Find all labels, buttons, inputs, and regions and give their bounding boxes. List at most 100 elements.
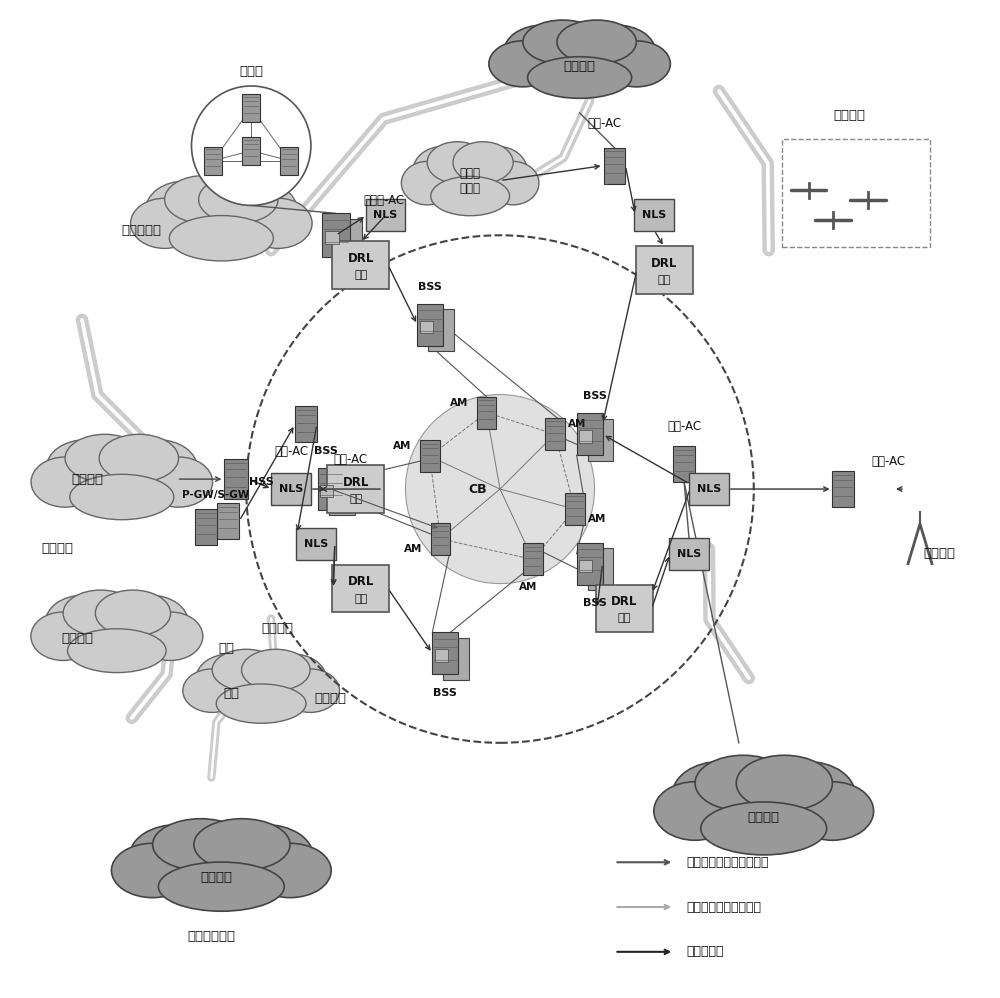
- Ellipse shape: [158, 862, 284, 911]
- Ellipse shape: [413, 147, 473, 196]
- FancyBboxPatch shape: [322, 214, 350, 257]
- Text: HSS: HSS: [249, 477, 274, 487]
- Ellipse shape: [281, 669, 339, 713]
- Ellipse shape: [212, 650, 281, 691]
- Ellipse shape: [258, 654, 326, 704]
- Text: NLS: NLS: [697, 484, 721, 494]
- FancyBboxPatch shape: [420, 320, 433, 333]
- Ellipse shape: [169, 216, 273, 260]
- Ellipse shape: [146, 181, 225, 239]
- Text: NLS: NLS: [279, 484, 303, 494]
- Ellipse shape: [46, 440, 126, 497]
- FancyBboxPatch shape: [832, 471, 854, 507]
- Text: BSS: BSS: [433, 688, 457, 698]
- Text: AM: AM: [588, 514, 606, 524]
- Ellipse shape: [130, 824, 226, 886]
- Ellipse shape: [113, 595, 188, 651]
- Text: 模型: 模型: [618, 614, 631, 624]
- FancyBboxPatch shape: [271, 473, 311, 505]
- Ellipse shape: [68, 629, 166, 673]
- Text: 控制器: 控制器: [239, 65, 263, 78]
- Ellipse shape: [31, 612, 95, 661]
- FancyBboxPatch shape: [669, 538, 709, 570]
- Ellipse shape: [60, 440, 183, 518]
- FancyBboxPatch shape: [327, 465, 384, 513]
- Text: NLS: NLS: [642, 211, 666, 221]
- Ellipse shape: [576, 25, 655, 78]
- Text: 模型: 模型: [349, 494, 362, 504]
- Circle shape: [405, 394, 595, 584]
- Ellipse shape: [242, 650, 310, 691]
- Ellipse shape: [111, 843, 194, 897]
- FancyBboxPatch shape: [579, 430, 592, 443]
- Ellipse shape: [504, 25, 583, 78]
- Text: NLS: NLS: [677, 549, 701, 559]
- FancyBboxPatch shape: [577, 543, 603, 585]
- Ellipse shape: [153, 818, 249, 870]
- Text: 模型: 模型: [658, 275, 671, 285]
- Ellipse shape: [523, 20, 602, 64]
- Text: 海基网络: 海基网络: [748, 811, 780, 824]
- Ellipse shape: [489, 41, 557, 87]
- Ellipse shape: [654, 781, 736, 840]
- FancyBboxPatch shape: [604, 148, 625, 184]
- FancyBboxPatch shape: [366, 200, 405, 232]
- Ellipse shape: [63, 590, 138, 637]
- Ellipse shape: [65, 434, 145, 482]
- FancyBboxPatch shape: [565, 493, 585, 525]
- Ellipse shape: [45, 595, 120, 651]
- Ellipse shape: [431, 177, 510, 216]
- Text: 移动-AC: 移动-AC: [334, 453, 368, 466]
- Text: 用户节点: 用户节点: [200, 870, 232, 883]
- FancyBboxPatch shape: [325, 231, 339, 245]
- Text: DRL: DRL: [343, 476, 369, 489]
- FancyBboxPatch shape: [523, 544, 543, 575]
- Text: DRL: DRL: [651, 256, 677, 269]
- Ellipse shape: [95, 590, 171, 637]
- FancyBboxPatch shape: [579, 560, 592, 572]
- FancyBboxPatch shape: [224, 459, 248, 499]
- Text: AM: AM: [449, 397, 468, 407]
- Text: AM: AM: [568, 419, 586, 429]
- FancyBboxPatch shape: [432, 633, 458, 675]
- Ellipse shape: [424, 147, 517, 215]
- Circle shape: [191, 86, 311, 206]
- Ellipse shape: [145, 457, 213, 507]
- Ellipse shape: [217, 824, 313, 886]
- Ellipse shape: [602, 41, 670, 87]
- Ellipse shape: [736, 755, 832, 811]
- Ellipse shape: [695, 755, 791, 811]
- Ellipse shape: [672, 761, 768, 828]
- Text: P-GW/S-GW: P-GW/S-GW: [182, 490, 249, 500]
- FancyBboxPatch shape: [204, 147, 222, 175]
- FancyBboxPatch shape: [332, 242, 389, 289]
- FancyBboxPatch shape: [332, 565, 389, 613]
- FancyBboxPatch shape: [334, 220, 362, 263]
- FancyBboxPatch shape: [435, 649, 448, 662]
- Text: 用户节点: 用户节点: [71, 473, 103, 486]
- Text: DRL: DRL: [347, 575, 374, 588]
- Ellipse shape: [70, 474, 174, 520]
- Text: BSS: BSS: [583, 599, 606, 609]
- Ellipse shape: [99, 434, 179, 482]
- FancyBboxPatch shape: [636, 247, 693, 294]
- FancyBboxPatch shape: [280, 147, 298, 175]
- FancyBboxPatch shape: [689, 473, 729, 505]
- Ellipse shape: [487, 162, 539, 205]
- Ellipse shape: [196, 654, 264, 704]
- Ellipse shape: [453, 142, 513, 183]
- FancyBboxPatch shape: [428, 309, 454, 351]
- Ellipse shape: [244, 199, 312, 249]
- FancyBboxPatch shape: [431, 523, 450, 555]
- Text: 天基网络: 天基网络: [564, 60, 596, 73]
- FancyBboxPatch shape: [420, 440, 440, 472]
- FancyBboxPatch shape: [318, 468, 344, 510]
- Ellipse shape: [147, 825, 296, 909]
- Ellipse shape: [138, 612, 203, 661]
- FancyBboxPatch shape: [673, 446, 695, 482]
- Text: 模型: 模型: [354, 270, 367, 280]
- Text: 基站: 基站: [218, 642, 234, 655]
- Ellipse shape: [557, 20, 636, 64]
- Ellipse shape: [165, 176, 244, 224]
- FancyBboxPatch shape: [588, 419, 613, 461]
